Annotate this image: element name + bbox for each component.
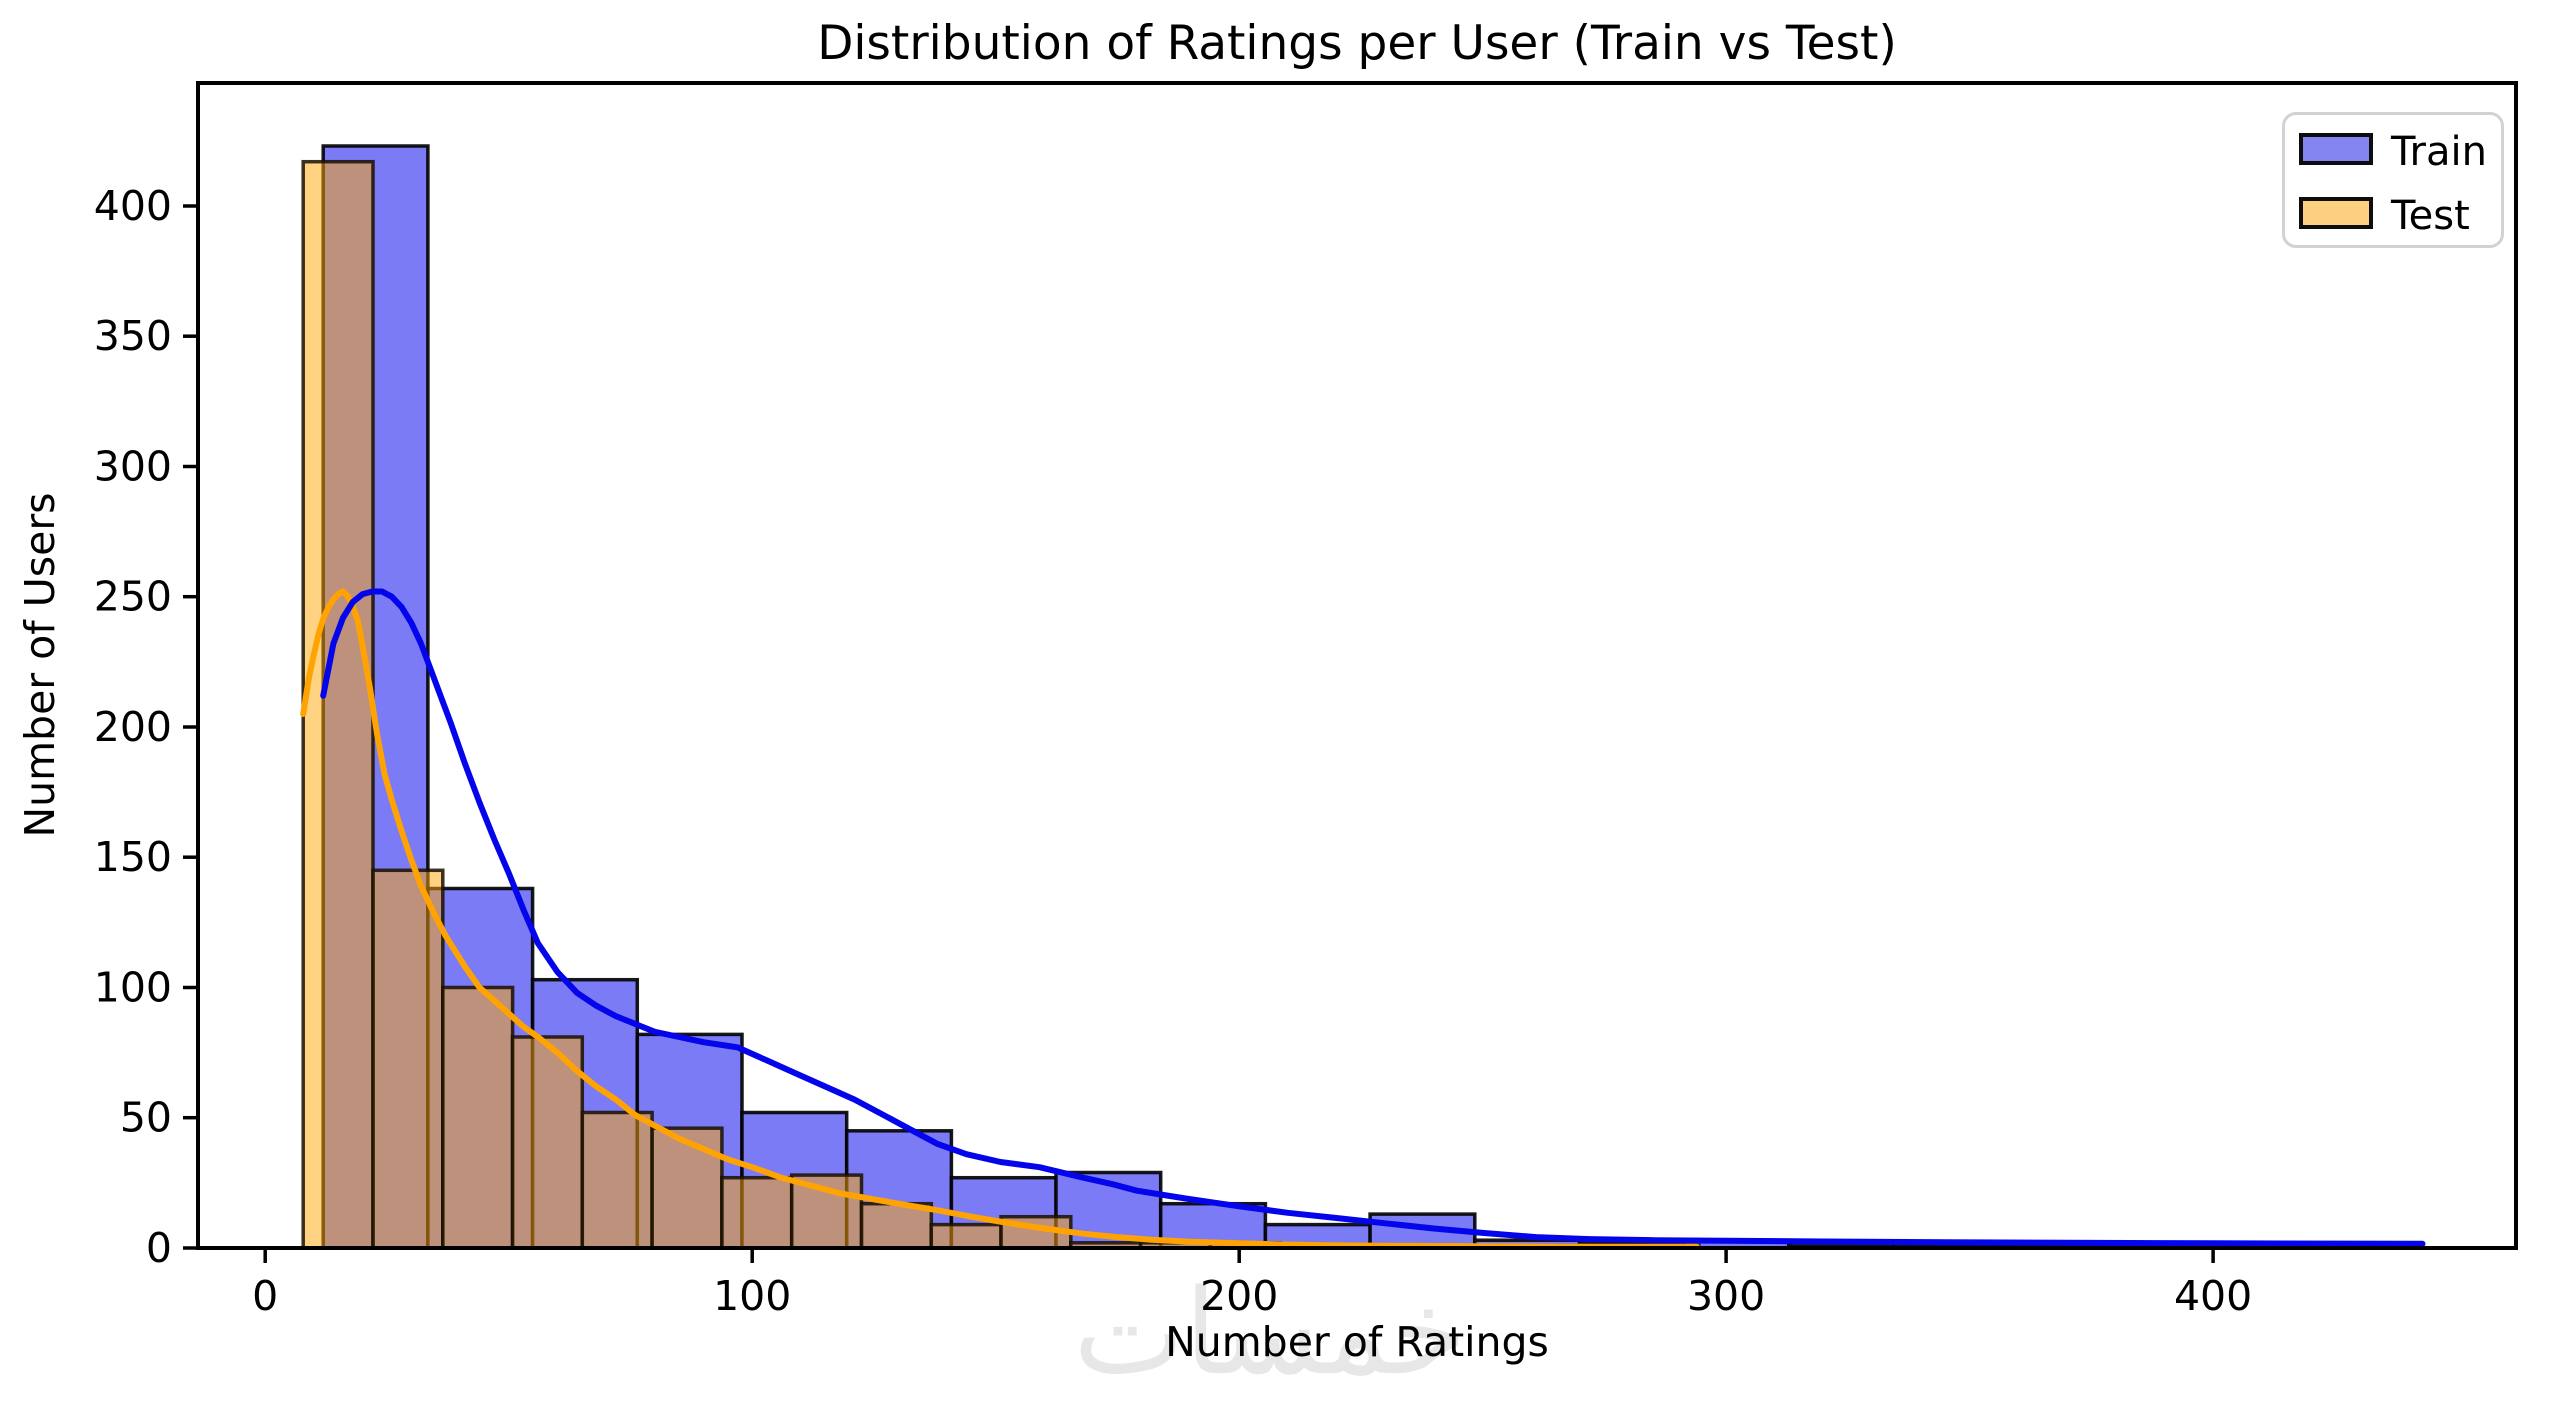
y-tick-label: 100 [94, 964, 172, 1012]
plot-border [196, 81, 2518, 1250]
hist-bar [510, 1035, 585, 1250]
x-axis-label: Number of Ratings [1165, 1318, 1549, 1366]
y-tick-label: 300 [94, 443, 172, 491]
y-tick-label: 150 [94, 833, 172, 881]
watermark-text: خمسات [1073, 1263, 1467, 1401]
hist-bar [301, 159, 375, 1250]
hist-bar [929, 1222, 1003, 1250]
y-tick-label: 350 [94, 312, 172, 360]
train-bars [321, 144, 2419, 1250]
y-axis-label: Number of Users [16, 492, 64, 838]
legend-entry-train: Train [2285, 129, 2501, 175]
y-tick-label: 0 [146, 1224, 172, 1272]
x-tick-label: 0 [252, 1272, 278, 1320]
y-tick-label: 250 [94, 573, 172, 621]
y-tick-label: 400 [94, 182, 172, 230]
hist-bar [580, 1110, 654, 1250]
y-tick-label: 200 [94, 703, 172, 751]
hist-bar [720, 1175, 794, 1250]
legend: Train Test [2282, 112, 2504, 248]
train-swatch [2299, 133, 2373, 165]
hist-bar [441, 985, 515, 1250]
x-ticks: 0 100 200 300 400 [252, 1248, 2252, 1320]
test-bars [301, 159, 1701, 1250]
chart-title: Distribution of Ratings per User (Train … [817, 16, 1897, 71]
y-ticks: 0 50 100 150 200 250 300 350 400 [94, 182, 198, 1272]
legend-label-test: Test [2391, 193, 2470, 239]
hist-bar [650, 1126, 724, 1250]
hist-bar [371, 868, 445, 1250]
y-tick-label: 50 [120, 1094, 172, 1142]
legend-label-train: Train [2391, 129, 2487, 175]
x-tick-label: 200 [1200, 1272, 1278, 1320]
x-tick-label: 400 [2174, 1272, 2252, 1320]
test-swatch [2299, 197, 2373, 229]
x-tick-label: 300 [1687, 1272, 1765, 1320]
train-kde-line [320, 588, 2426, 1247]
x-tick-label: 100 [713, 1272, 791, 1320]
legend-entry-test: Test [2285, 193, 2501, 239]
